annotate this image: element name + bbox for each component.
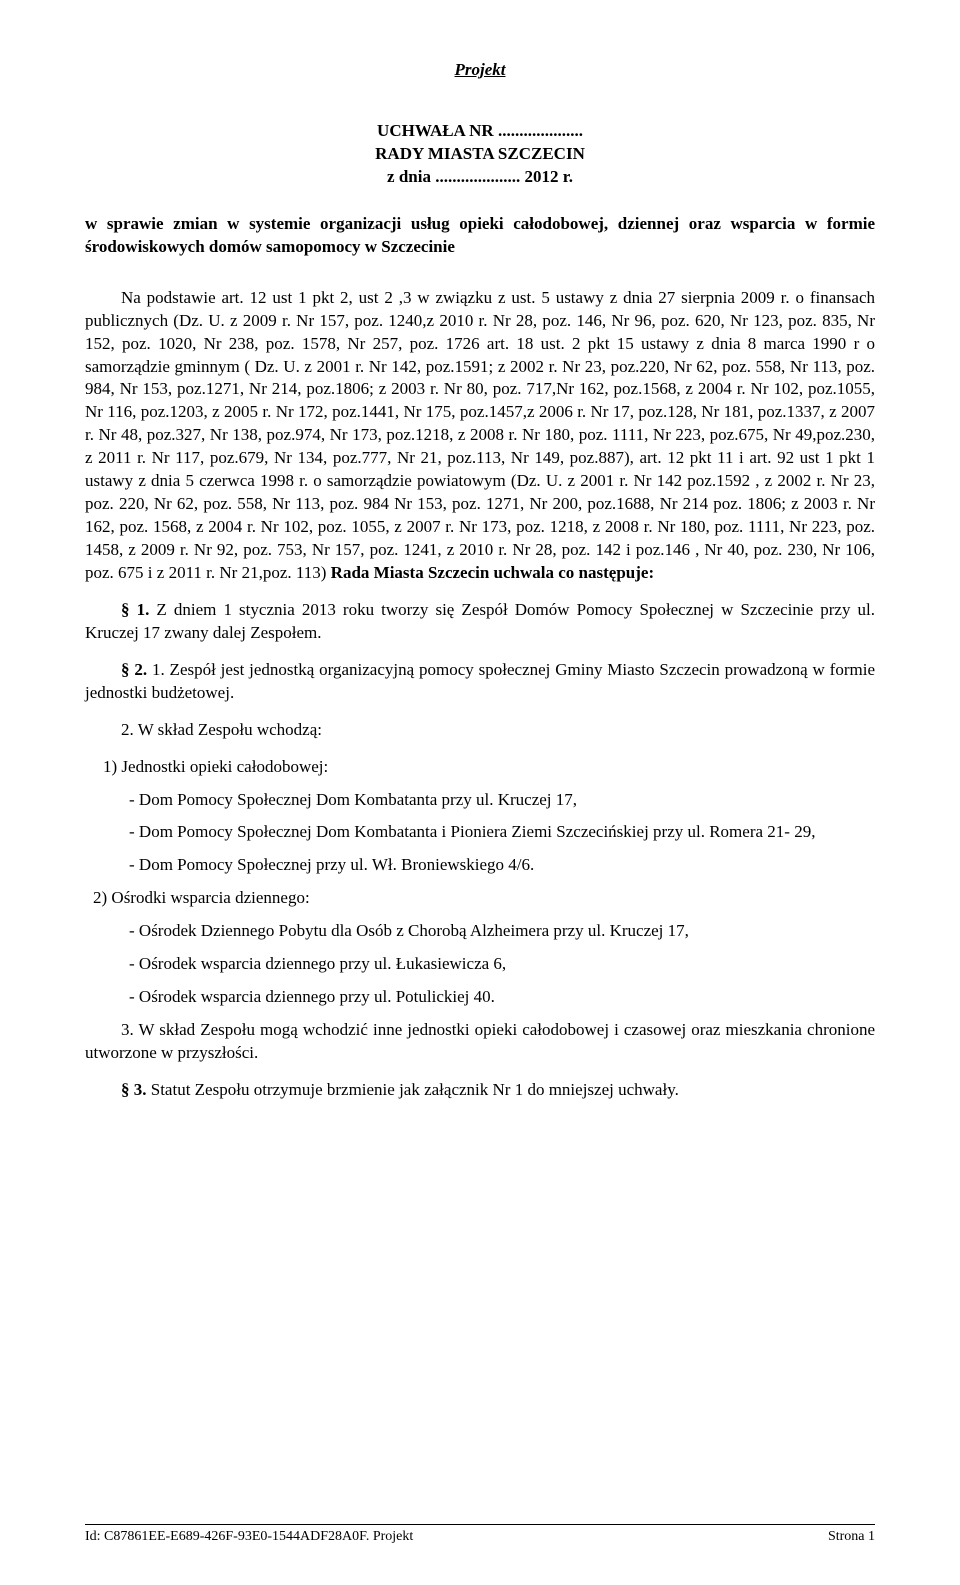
list1-item-2: - Dom Pomocy Społecznej przy ul. Wł. Bro… [129, 854, 875, 877]
list1-heading: 1) Jednostki opieki całodobowej: [103, 756, 875, 779]
list2-item-1: - Ośrodek wsparcia dziennego przy ul. Łu… [129, 953, 875, 976]
legal-basis-bold: Rada Miasta Szczecin uchwala co następuj… [331, 563, 654, 582]
paragraph-1: § 1. Z dniem 1 stycznia 2013 roku tworzy… [85, 599, 875, 645]
list2-item-2: - Ośrodek wsparcia dziennego przy ul. Po… [129, 986, 875, 1009]
paragraph-2-3: 3. W skład Zespołu mogą wchodzić inne je… [85, 1019, 875, 1065]
list1-item-1: - Dom Pomocy Społecznej Dom Kombatanta i… [129, 821, 875, 844]
subject: w sprawie zmian w systemie organizacji u… [85, 213, 875, 259]
document-page: Projekt UCHWAŁA NR .................... … [0, 0, 960, 1585]
title-line-3: z dnia .................... 2012 r. [85, 166, 875, 189]
para3-text: Statut Zespołu otrzymuje brzmienie jak z… [147, 1080, 679, 1099]
title-line-2: RADY MIASTA SZCZECIN [85, 143, 875, 166]
paragraph-2-2: 2. W skład Zespołu wchodzą: [85, 719, 875, 742]
list1-item-0: - Dom Pomocy Społecznej Dom Kombatanta p… [129, 789, 875, 812]
list2-item-0: - Ośrodek Dziennego Pobytu dla Osób z Ch… [129, 920, 875, 943]
paragraph-3: § 3. Statut Zespołu otrzymuje brzmienie … [85, 1079, 875, 1102]
footer-left: Id: C87861EE-E689-426F-93E0-1544ADF28A0F… [85, 1529, 413, 1545]
para2-text: 1. Zespół jest jednostką organizacyjną p… [85, 660, 875, 702]
para2-label: § 2. [121, 660, 147, 679]
legal-basis-text: Na podstawie art. 12 ust 1 pkt 2, ust 2 … [85, 288, 875, 582]
title-block: UCHWAŁA NR .................... RADY MIA… [85, 120, 875, 189]
project-label: Projekt [85, 60, 875, 80]
para3-label: § 3. [121, 1080, 147, 1099]
para1-text: Z dniem 1 stycznia 2013 roku tworzy się … [85, 600, 875, 642]
paragraph-2-1: § 2. 1. Zespół jest jednostką organizacy… [85, 659, 875, 705]
list2-heading: 2) Ośrodki wsparcia dziennego: [93, 887, 875, 910]
title-line-1: UCHWAŁA NR .................... [85, 120, 875, 143]
legal-basis: Na podstawie art. 12 ust 1 pkt 2, ust 2 … [85, 287, 875, 585]
footer: Id: C87861EE-E689-426F-93E0-1544ADF28A0F… [85, 1524, 875, 1545]
footer-right: Strona 1 [828, 1529, 875, 1545]
para1-label: § 1. [121, 600, 149, 619]
